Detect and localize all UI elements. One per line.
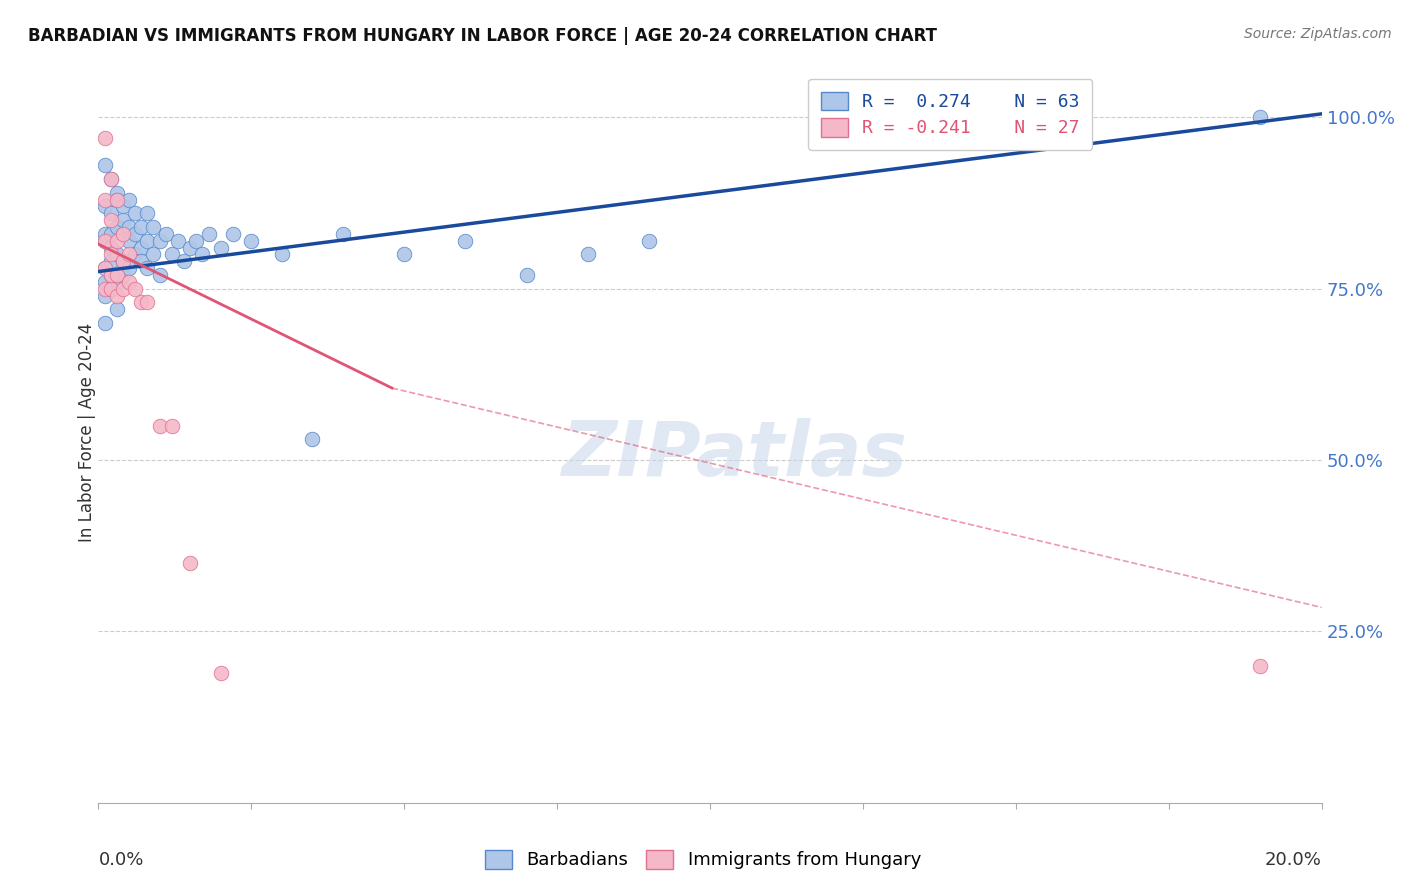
Point: [111, 254, 134, 268]
Point: [111, 282, 134, 296]
Point: [191, 247, 214, 261]
Point: [118, 219, 141, 234]
Point: [105, 268, 128, 282]
Point: [1249, 658, 1271, 673]
Point: [129, 219, 152, 234]
Text: 0.0%: 0.0%: [98, 851, 143, 869]
Point: [124, 282, 146, 296]
Point: [118, 234, 141, 248]
Point: [124, 206, 146, 220]
Legend: Barbadians, Immigrants from Hungary: Barbadians, Immigrants from Hungary: [475, 841, 931, 879]
Point: [111, 227, 134, 241]
Point: [105, 288, 128, 302]
Point: [100, 227, 122, 241]
Point: [129, 254, 152, 268]
Point: [167, 234, 190, 248]
Point: [392, 247, 416, 261]
Text: ZIPatlas: ZIPatlas: [561, 417, 907, 491]
Point: [155, 227, 177, 241]
Point: [100, 241, 122, 255]
Point: [105, 247, 128, 261]
Point: [240, 234, 263, 248]
Point: [100, 172, 122, 186]
Point: [149, 418, 172, 433]
Point: [105, 193, 128, 207]
Point: [124, 227, 146, 241]
Point: [100, 282, 122, 296]
Point: [576, 247, 599, 261]
Point: [100, 268, 122, 282]
Point: [197, 227, 219, 241]
Point: [173, 254, 195, 268]
Point: [637, 234, 661, 248]
Point: [93, 158, 115, 172]
Point: [100, 254, 122, 268]
Point: [93, 234, 115, 248]
Point: [105, 275, 128, 289]
Point: [160, 247, 183, 261]
Point: [111, 213, 134, 227]
Point: [142, 219, 165, 234]
Point: [93, 234, 115, 248]
Point: [93, 275, 115, 289]
Text: Source: ZipAtlas.com: Source: ZipAtlas.com: [1244, 27, 1392, 41]
Point: [111, 268, 134, 282]
Point: [105, 193, 128, 207]
Text: 20.0%: 20.0%: [1265, 851, 1322, 869]
Point: [93, 227, 115, 241]
Point: [111, 227, 134, 241]
Point: [105, 219, 128, 234]
Point: [209, 241, 232, 255]
Point: [100, 282, 122, 296]
Point: [105, 234, 128, 248]
Point: [222, 227, 245, 241]
Point: [136, 295, 159, 310]
Point: [100, 247, 122, 261]
Point: [179, 241, 201, 255]
Point: [93, 261, 115, 276]
Point: [301, 433, 323, 447]
Point: [136, 206, 159, 220]
Point: [516, 268, 538, 282]
Point: [160, 418, 183, 433]
Point: [1249, 110, 1271, 124]
Point: [111, 254, 134, 268]
Point: [209, 665, 232, 680]
Point: [93, 193, 115, 207]
Point: [118, 261, 141, 276]
Point: [100, 172, 122, 186]
Point: [129, 295, 152, 310]
Point: [93, 199, 115, 213]
Point: [179, 556, 201, 570]
Point: [93, 282, 115, 296]
Point: [100, 213, 122, 227]
Point: [105, 302, 128, 317]
Point: [186, 234, 208, 248]
Point: [118, 275, 141, 289]
Point: [332, 227, 354, 241]
Point: [136, 234, 159, 248]
Legend: R =  0.274    N = 63, R = -0.241    N = 27: R = 0.274 N = 63, R = -0.241 N = 27: [808, 78, 1092, 150]
Point: [270, 247, 292, 261]
Point: [118, 247, 141, 261]
Point: [136, 261, 159, 276]
Point: [111, 199, 134, 213]
Point: [124, 247, 146, 261]
Point: [129, 241, 152, 255]
Y-axis label: In Labor Force | Age 20-24: In Labor Force | Age 20-24: [79, 323, 96, 542]
Point: [118, 193, 141, 207]
Point: [93, 288, 115, 302]
Point: [142, 247, 165, 261]
Point: [93, 261, 115, 276]
Text: BARBADIAN VS IMMIGRANTS FROM HUNGARY IN LABOR FORCE | AGE 20-24 CORRELATION CHAR: BARBADIAN VS IMMIGRANTS FROM HUNGARY IN …: [28, 27, 938, 45]
Point: [149, 268, 172, 282]
Point: [100, 206, 122, 220]
Point: [93, 131, 115, 145]
Point: [454, 234, 477, 248]
Point: [93, 316, 115, 330]
Point: [100, 268, 122, 282]
Point: [105, 186, 128, 200]
Point: [149, 234, 172, 248]
